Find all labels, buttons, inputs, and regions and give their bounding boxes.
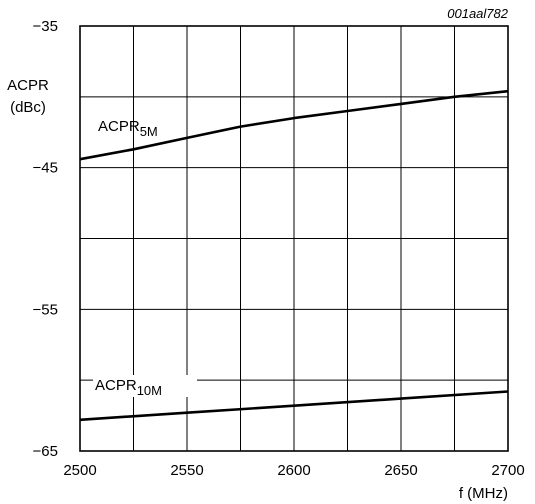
y-tick-label: −45 [33, 160, 58, 177]
data-series [79, 89, 509, 422]
x-tick-label: 2600 [277, 462, 310, 479]
y-axis-label-line2: (dBc) [10, 99, 46, 116]
x-axis-label: f (MHz) [459, 485, 508, 502]
series-label-acpr10m: ACPR10M [93, 375, 197, 398]
series-label-background [93, 375, 197, 397]
x-tick-label: 2650 [384, 462, 417, 479]
x-tick-label: 2500 [63, 462, 96, 479]
series-label-text: ACPR5M [98, 118, 158, 139]
y-axis-label-line1: ACPR [7, 77, 49, 94]
x-tick-label: 2700 [491, 462, 524, 479]
y-tick-label: −35 [33, 18, 58, 35]
tick-labels: 2500 2550 2600 2650 2700 −35 −45 −55 −65 [33, 18, 525, 479]
series-label-text: ACPR10M [95, 377, 162, 398]
series-line-acpr10m [79, 390, 509, 422]
series-labels: ACPR5M ACPR10M [93, 118, 197, 398]
series-label-acpr5m: ACPR5M [98, 118, 158, 139]
series-line-acpr5m [79, 89, 509, 161]
y-tick-label: −55 [33, 301, 58, 318]
plot-frame [79, 25, 509, 452]
y-tick-label: −65 [33, 443, 58, 460]
x-tick-label: 2550 [170, 462, 203, 479]
figure-id: 001aal782 [447, 6, 508, 21]
